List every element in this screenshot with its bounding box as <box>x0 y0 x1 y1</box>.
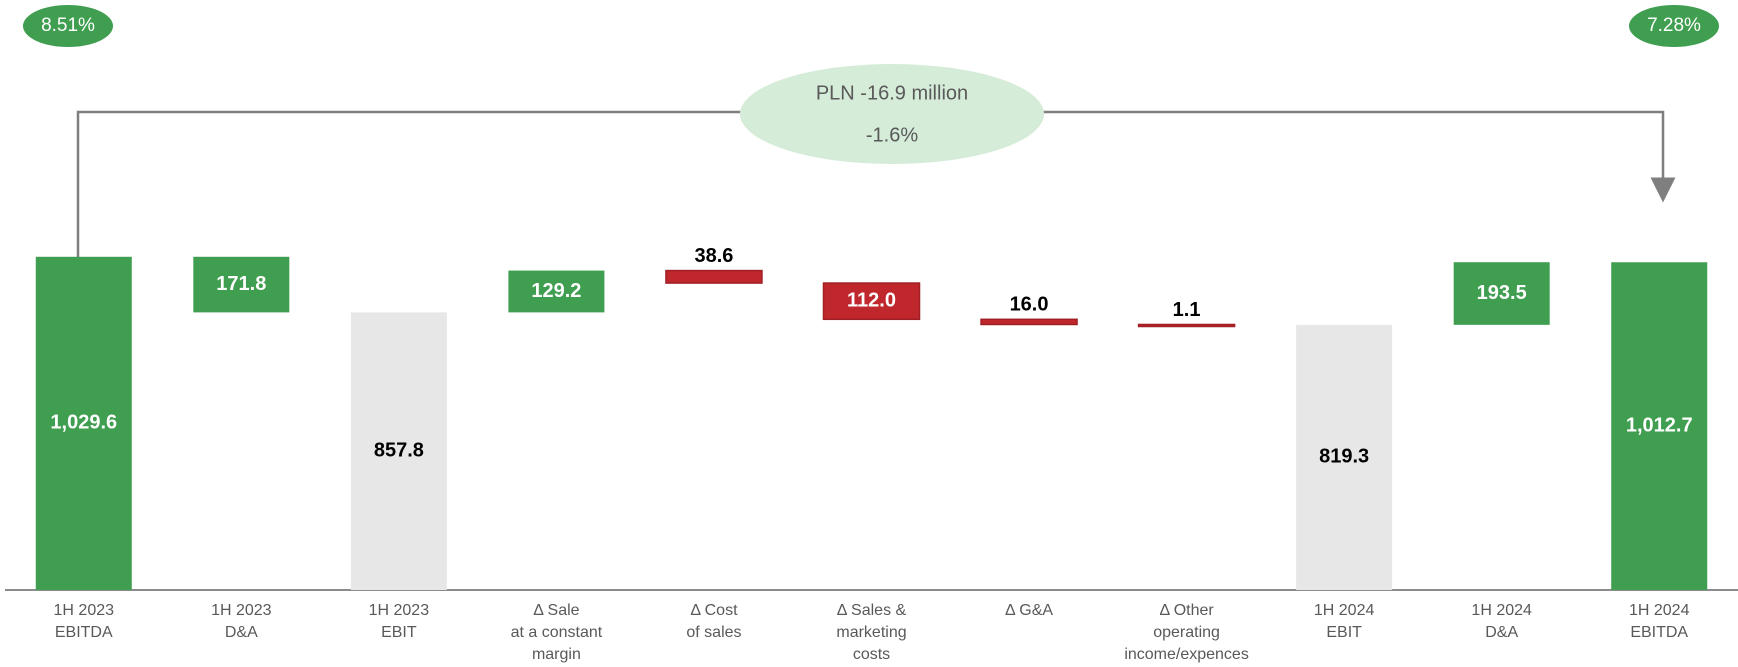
value-label: 16.0 <box>1010 294 1049 316</box>
value-label: 171.8 <box>216 273 266 295</box>
value-label: 129.2 <box>531 280 581 302</box>
x-tick-label: 1H 2024 D&A <box>1471 602 1532 641</box>
value-label: 857.8 <box>374 439 424 461</box>
bar <box>193 256 290 313</box>
x-tick-label: 1H 2024 EBIT <box>1313 602 1375 641</box>
change-bubble <box>740 64 1044 164</box>
value-label: 38.6 <box>694 245 733 267</box>
x-tick-label: 1H 2023 EBIT <box>368 602 430 641</box>
bar <box>665 269 763 284</box>
bar <box>822 282 921 321</box>
margin-badge <box>1629 5 1719 47</box>
value-label: 112.0 <box>847 289 896 311</box>
change-amount: PLN -16.9 million <box>816 82 968 104</box>
bar <box>1137 323 1236 328</box>
end-margin: 7.28% <box>1647 15 1701 36</box>
bar <box>508 270 605 313</box>
margin-badge <box>23 5 113 47</box>
value-label: 1,012.7 <box>1626 414 1693 436</box>
value-label: 1.1 <box>1173 299 1201 321</box>
value-label: 193.5 <box>1477 282 1527 304</box>
x-tick-label: Δ G&A <box>1005 602 1054 619</box>
bar <box>1296 324 1393 590</box>
bar <box>35 256 132 590</box>
x-tick-label: Δ Cost of sales <box>686 602 742 641</box>
value-label: 819.3 <box>1319 446 1369 468</box>
x-tick-label: Δ Other operating income/expences <box>1124 602 1249 663</box>
bar <box>350 312 447 590</box>
x-tick-label: Δ Sale at a constant margin <box>510 602 603 663</box>
start-margin: 8.51% <box>41 15 95 36</box>
bar <box>1611 262 1708 590</box>
change-percent: -1.6% <box>866 124 918 146</box>
x-tick-label: Δ Sales & marketing costs <box>836 602 907 663</box>
x-tick-label: 1H 2023 D&A <box>211 602 272 641</box>
x-tick-label: 1H 2023 EBITDA <box>53 602 115 641</box>
value-label: 1,029.6 <box>50 412 117 434</box>
bar <box>980 318 1078 326</box>
x-tick-label: 1H 2024 EBITDA <box>1628 602 1690 641</box>
bar <box>1453 262 1550 325</box>
